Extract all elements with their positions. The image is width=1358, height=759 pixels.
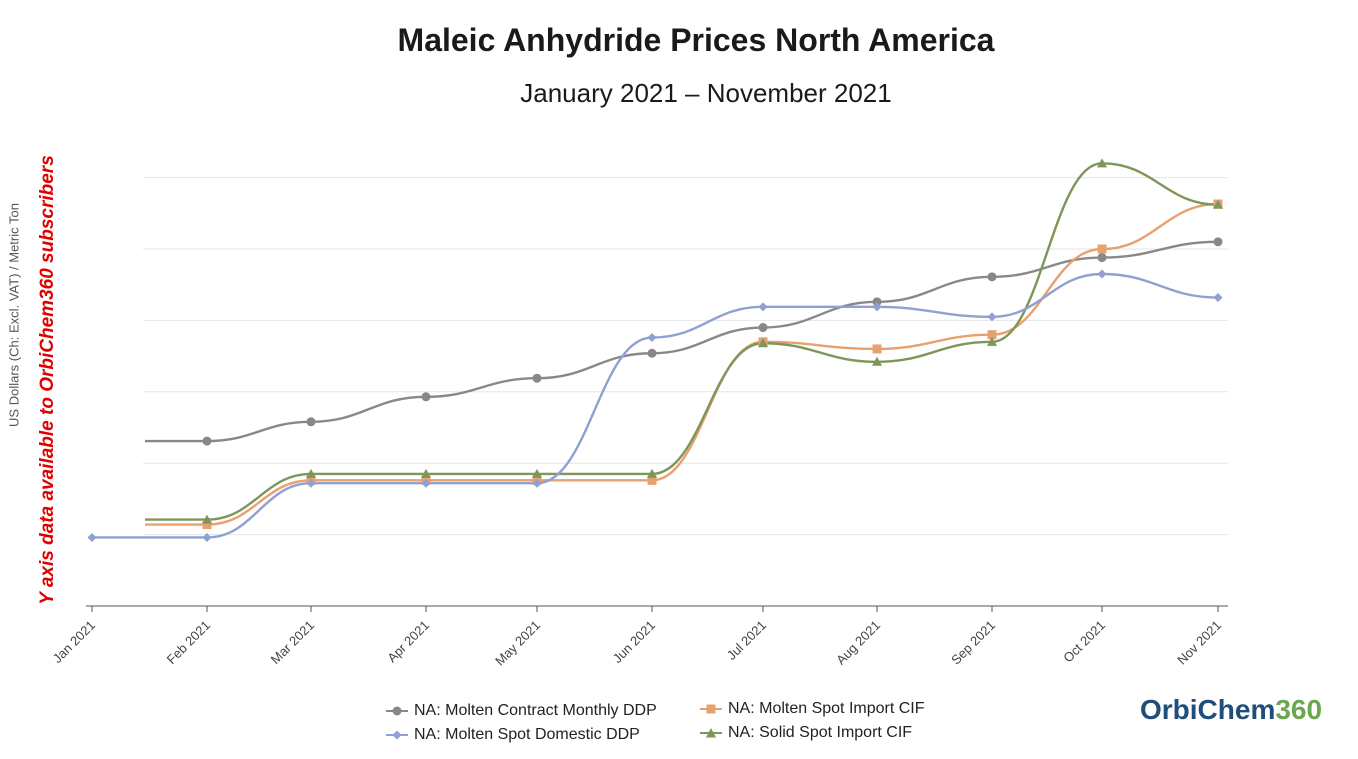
data-point <box>421 468 431 478</box>
x-tick-label: Aug 2021 <box>833 618 883 668</box>
data-point <box>872 356 882 366</box>
data-point <box>1097 244 1107 254</box>
data-point <box>647 348 657 358</box>
data-point <box>987 330 997 340</box>
data-point <box>872 302 882 312</box>
data-point <box>872 297 882 307</box>
x-tick-label: Feb 2021 <box>164 618 213 667</box>
data-point <box>306 468 316 478</box>
data-point <box>532 373 542 383</box>
data-point <box>987 272 997 282</box>
x-tick-label: Jun 2021 <box>610 618 658 666</box>
data-point <box>306 417 316 427</box>
data-point <box>532 478 542 488</box>
legend-marker-circle-icon <box>386 706 408 716</box>
data-point <box>647 468 657 478</box>
data-point <box>987 336 997 346</box>
x-tick-label: Mar 2021 <box>268 618 317 667</box>
legend-label: NA: Solid Spot Import CIF <box>728 724 913 741</box>
chart-legend: NA: Molten Contract Monthly DDP NA: Molt… <box>380 698 960 748</box>
series-line <box>92 272 1219 539</box>
legend-label: NA: Molten Spot Domestic DDP <box>414 726 640 743</box>
data-point <box>202 532 212 542</box>
data-point <box>758 323 768 333</box>
x-tick-label: Jul 2021 <box>724 618 769 663</box>
legend-label: NA: Molten Spot Import CIF <box>728 700 925 717</box>
data-point <box>758 338 768 348</box>
x-tick-label: Oct 2021 <box>1060 618 1108 666</box>
logo-text-360: 360 <box>1275 694 1323 725</box>
legend-item-solid-spot-import[interactable]: NA: Solid Spot Import CIF <box>700 724 912 742</box>
series-line <box>144 162 1219 521</box>
data-point <box>306 478 316 488</box>
data-point <box>647 475 657 485</box>
data-point <box>202 514 212 524</box>
data-point <box>1097 269 1107 279</box>
logo-text-orbichem: OrbiChem <box>1140 694 1276 725</box>
data-point <box>758 302 768 312</box>
data-point <box>1213 199 1223 209</box>
data-point <box>1097 253 1107 263</box>
chart-title: Maleic Anhydride Prices North America <box>397 22 995 58</box>
legend-marker-triangle-icon <box>700 728 722 738</box>
legend-marker-diamond-icon <box>386 730 408 740</box>
data-point <box>87 532 97 542</box>
data-point <box>987 312 997 322</box>
x-tick-label: Jan 2021 <box>50 618 98 666</box>
series-line <box>144 202 1219 526</box>
x-tick-label: Sep 2021 <box>948 618 998 668</box>
data-point <box>421 478 431 488</box>
data-point <box>421 392 431 402</box>
data-point <box>532 468 542 478</box>
orbichem-logo: OrbiChem360 <box>1140 694 1322 726</box>
x-tick-label: May 2021 <box>492 618 543 669</box>
x-tick-label: Apr 2021 <box>384 618 432 666</box>
data-point <box>202 520 212 530</box>
chart-subtitle: January 2021 – November 2021 <box>520 78 892 108</box>
data-point <box>872 344 882 354</box>
legend-item-molten-spot-import[interactable]: NA: Molten Spot Import CIF <box>700 700 925 718</box>
legend-marker-square-icon <box>700 704 722 714</box>
data-point <box>1097 158 1107 168</box>
data-point <box>1213 237 1223 247</box>
legend-item-molten-spot-domestic[interactable]: NA: Molten Spot Domestic DDP <box>386 726 640 744</box>
data-point <box>202 436 212 446</box>
x-tick-label: Nov 2021 <box>1174 618 1224 668</box>
data-point <box>1213 293 1223 303</box>
legend-label: NA: Molten Contract Monthly DDP <box>414 702 657 719</box>
data-point <box>647 333 657 343</box>
series-line <box>144 240 1219 443</box>
legend-item-molten-contract[interactable]: NA: Molten Contract Monthly DDP <box>386 702 657 720</box>
